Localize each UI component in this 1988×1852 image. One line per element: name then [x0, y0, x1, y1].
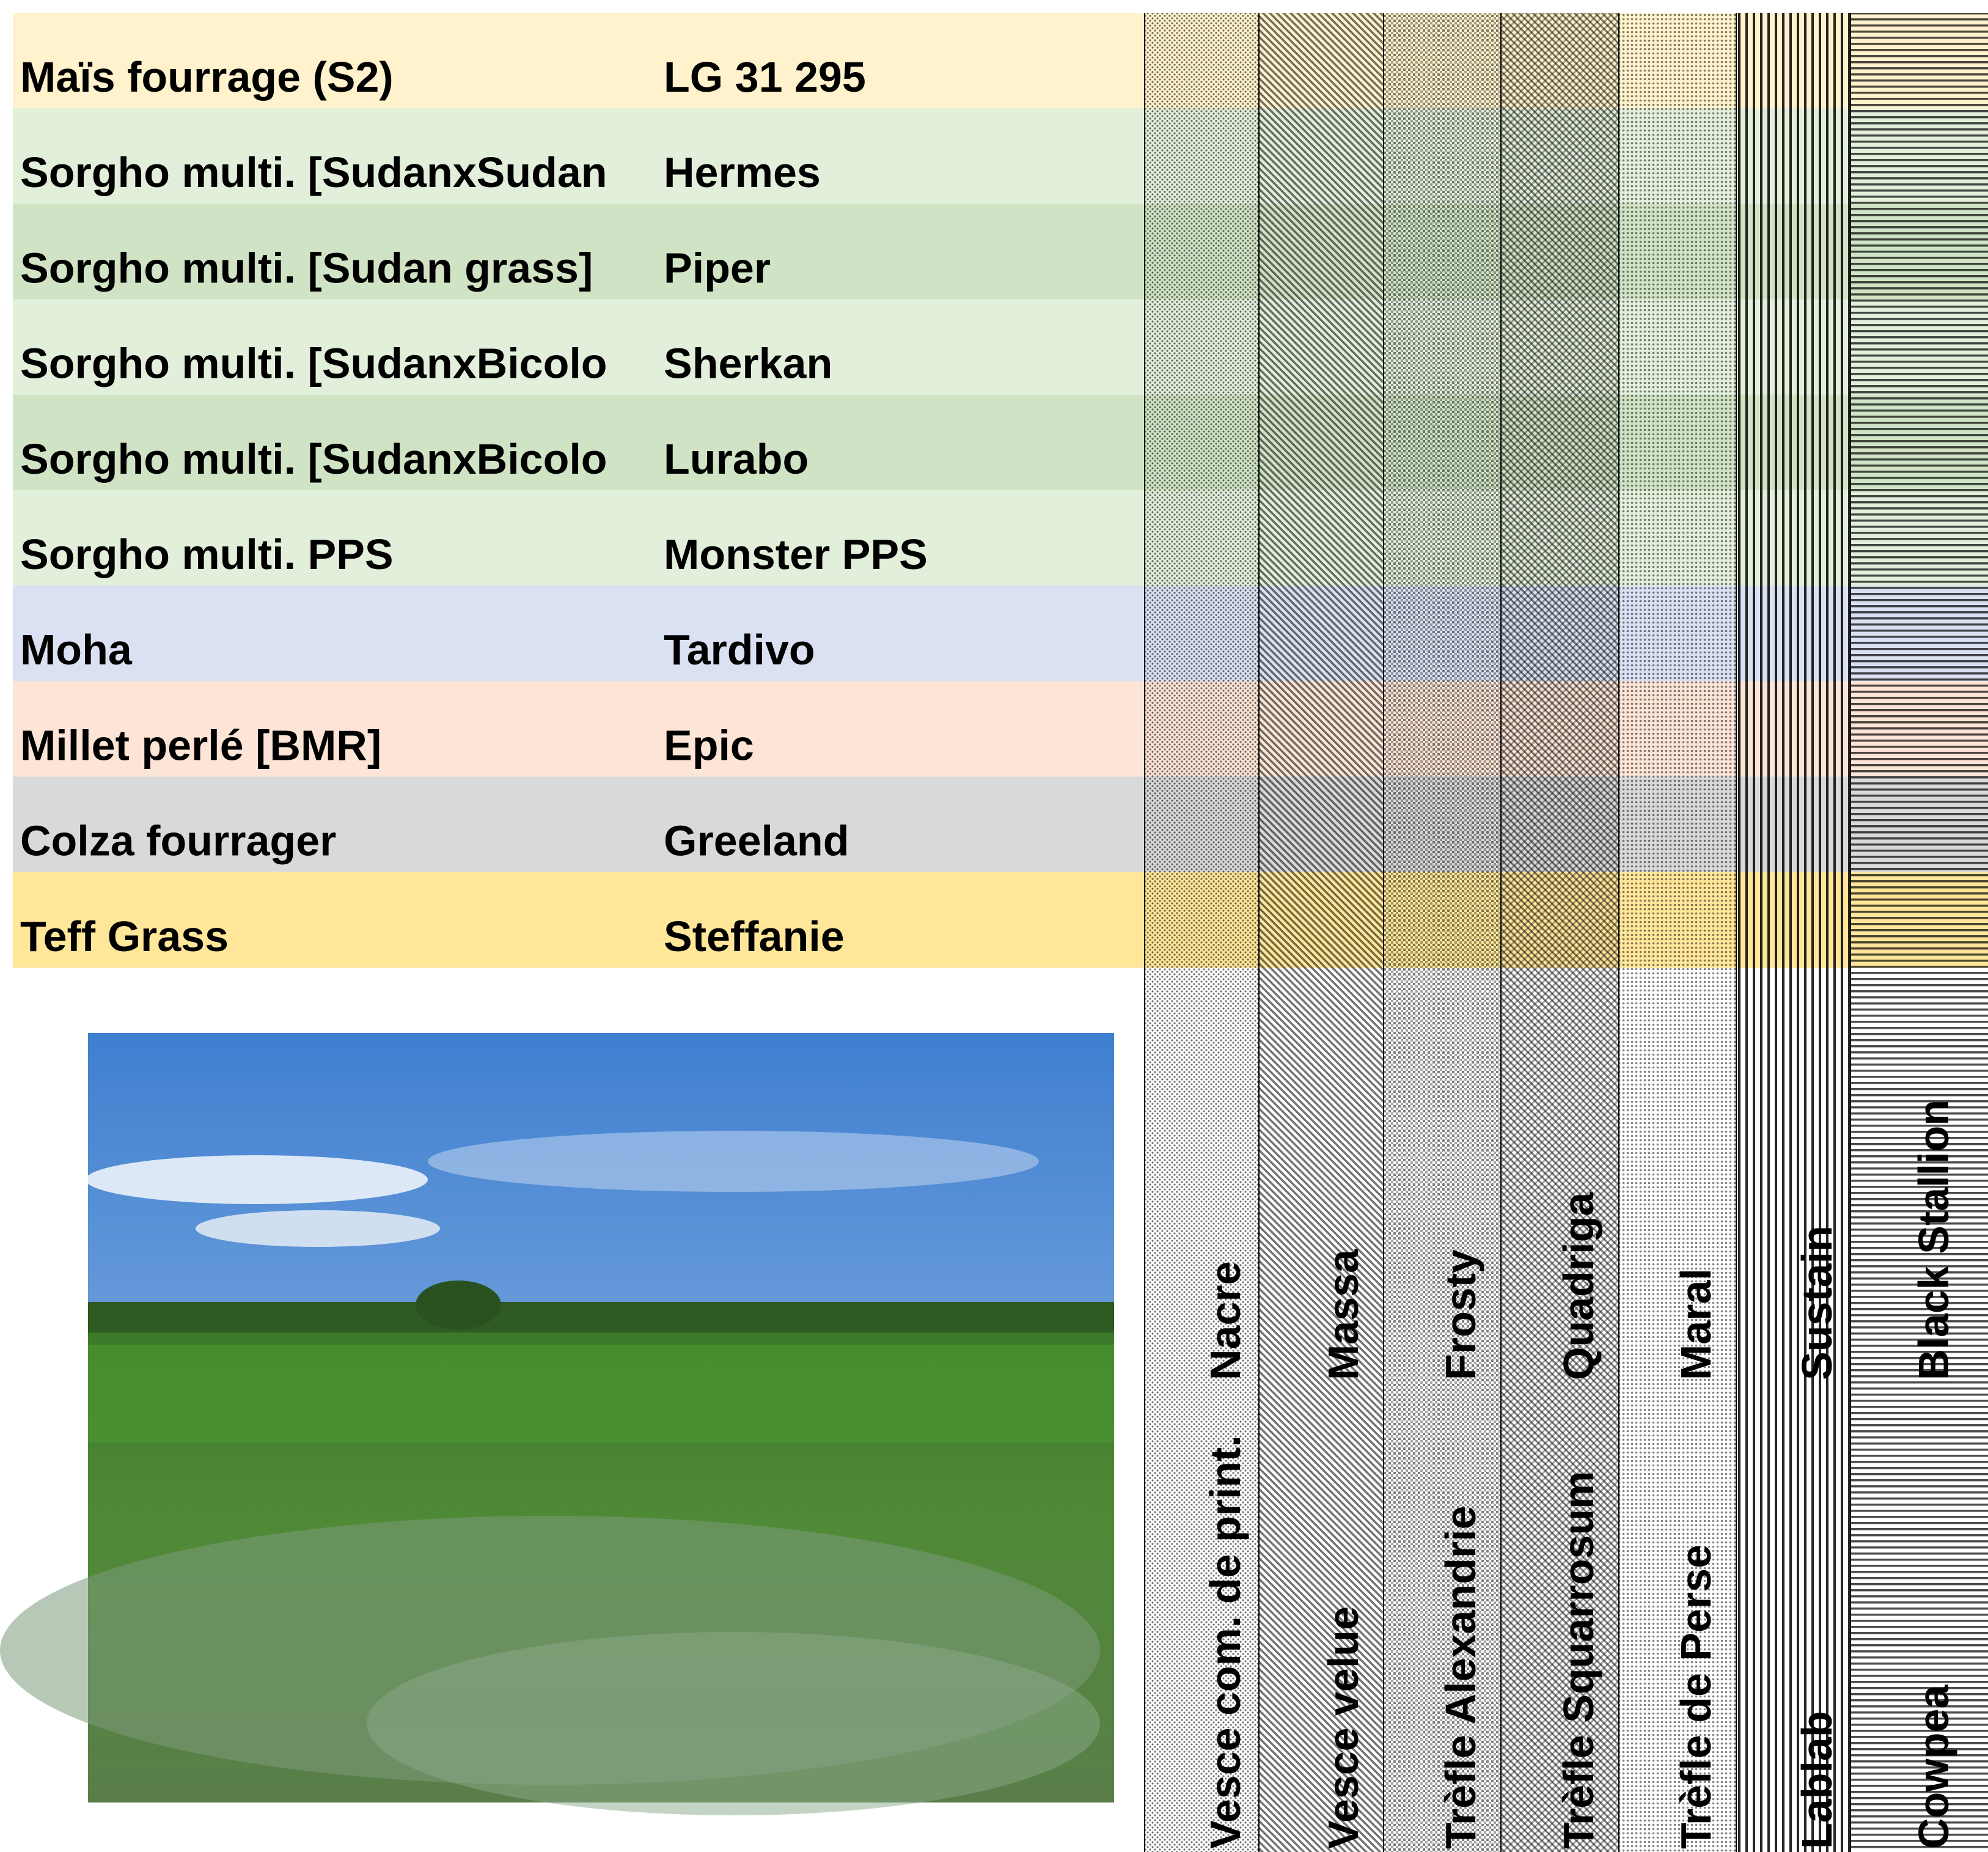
column-variety: Black Stallion — [1910, 1100, 1957, 1380]
row-variety: Hermes — [664, 149, 821, 196]
column-pattern — [1384, 13, 1501, 1852]
row-species: Sorgho multi. PPS — [20, 531, 394, 578]
row-species: Sorgho multi. [Sudan grass] — [20, 244, 593, 292]
column-variety: Nacre — [1201, 1261, 1249, 1380]
column-pattern — [1736, 13, 1850, 1852]
row-species: Sorgho multi. [SudanxSudan — [20, 149, 607, 196]
row-species: Teff Grass — [20, 913, 229, 960]
row-variety: Piper — [664, 244, 771, 292]
row-variety: Lurabo — [664, 435, 809, 483]
column-variety: Sustain — [1793, 1225, 1841, 1380]
column-species: Vesce com. de print. — [1201, 1435, 1249, 1849]
row-variety: Greeland — [664, 817, 849, 865]
photo — [0, 1033, 1114, 1815]
column-pattern — [1619, 13, 1736, 1852]
row-species: Colza fourrager — [20, 817, 336, 865]
column-variety: Frosty — [1437, 1249, 1484, 1380]
columns: Vesce com. de print. Nacre Vesce velue Mass… — [1144, 13, 1988, 1852]
column-pattern — [1259, 13, 1384, 1852]
row-species: Maïs fourrage (S2) — [20, 53, 394, 101]
row-species: Sorgho multi. [SudanxBicolo — [20, 435, 607, 483]
column-species: Trèfle Squarrosum — [1555, 1471, 1602, 1849]
column-variety: Quadriga — [1555, 1192, 1602, 1380]
row-species: Millet perlé [BMR] — [20, 721, 381, 769]
row-variety: Steffanie — [664, 913, 845, 960]
row-variety: Tardivo — [664, 626, 815, 674]
row-species: Moha — [20, 626, 133, 674]
column-species: Lablab — [1793, 1711, 1841, 1849]
row-variety: Monster PPS — [664, 531, 928, 578]
row-variety: LG 31 295 — [664, 53, 866, 101]
column-variety: Maral — [1672, 1268, 1720, 1380]
column-species: Trèfle de Perse — [1672, 1545, 1720, 1849]
column-variety: Massa — [1319, 1249, 1367, 1380]
row-species: Sorgho multi. [SudanxBicolo — [20, 340, 607, 388]
column-species: Trèfle Alexandrie — [1437, 1505, 1484, 1849]
column-species: Cowpea — [1910, 1685, 1957, 1849]
column-pattern — [1850, 13, 1988, 1852]
row-variety: Sherkan — [664, 340, 832, 388]
column-species: Vesce velue — [1319, 1606, 1367, 1849]
row-variety: Epic — [664, 721, 754, 769]
column-pattern — [1501, 13, 1619, 1852]
column-pattern — [1145, 13, 1259, 1852]
